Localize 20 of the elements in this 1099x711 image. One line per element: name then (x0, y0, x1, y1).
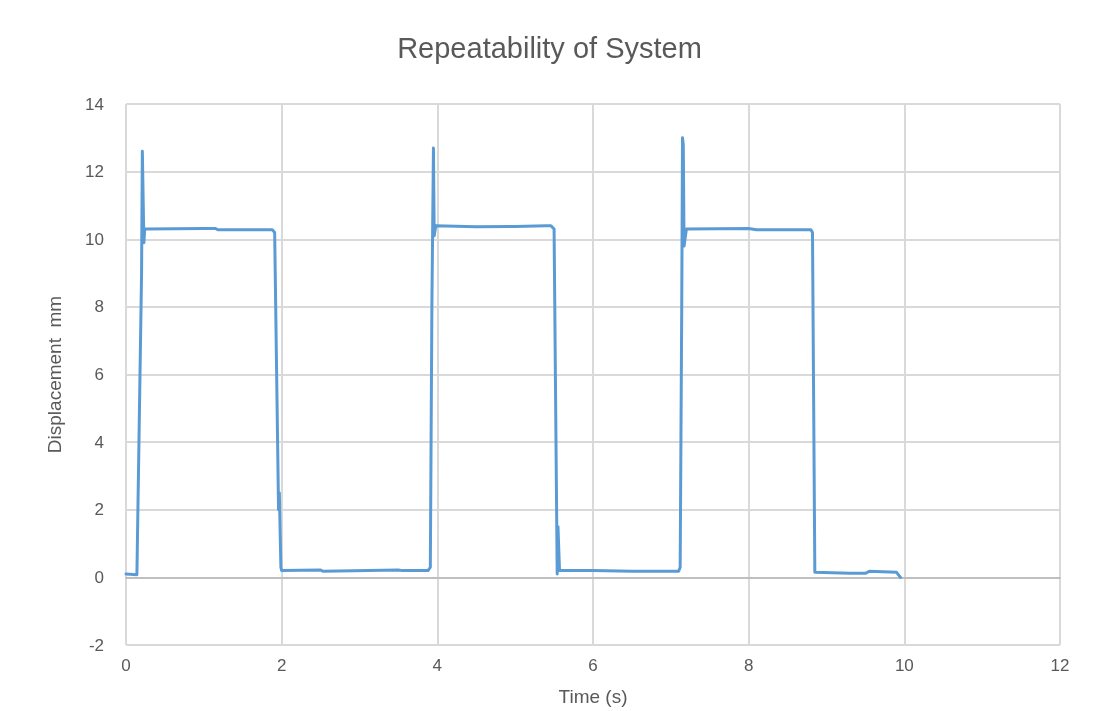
x-tick-label: 12 (1050, 656, 1070, 675)
y-tick-label: 0 (94, 567, 104, 587)
x-tick-label: 6 (588, 656, 598, 675)
x-tick-label: 2 (276, 656, 287, 675)
y-tick-label: -2 (88, 635, 104, 655)
line-series (124, 136, 902, 579)
y-axis-title: Displacement mm (44, 295, 65, 454)
x-tick-label: 0 (121, 656, 131, 675)
x-tick-label: 8 (743, 656, 754, 675)
x-axis-title: Time (s) (558, 686, 628, 707)
y-tick-label: 6 (94, 365, 104, 384)
y-tick-label: 12 (85, 162, 104, 182)
y-tick-label: 2 (94, 500, 104, 520)
y-tick-label: 8 (94, 297, 104, 317)
x-tick-label: 4 (432, 656, 443, 675)
x-tick-label: 10 (894, 656, 914, 675)
y-tick-label: 4 (94, 432, 104, 452)
y-tick-label: 10 (85, 229, 104, 249)
y-tick-label: 14 (85, 94, 104, 114)
chart-title: Repeatability of System (397, 31, 702, 64)
